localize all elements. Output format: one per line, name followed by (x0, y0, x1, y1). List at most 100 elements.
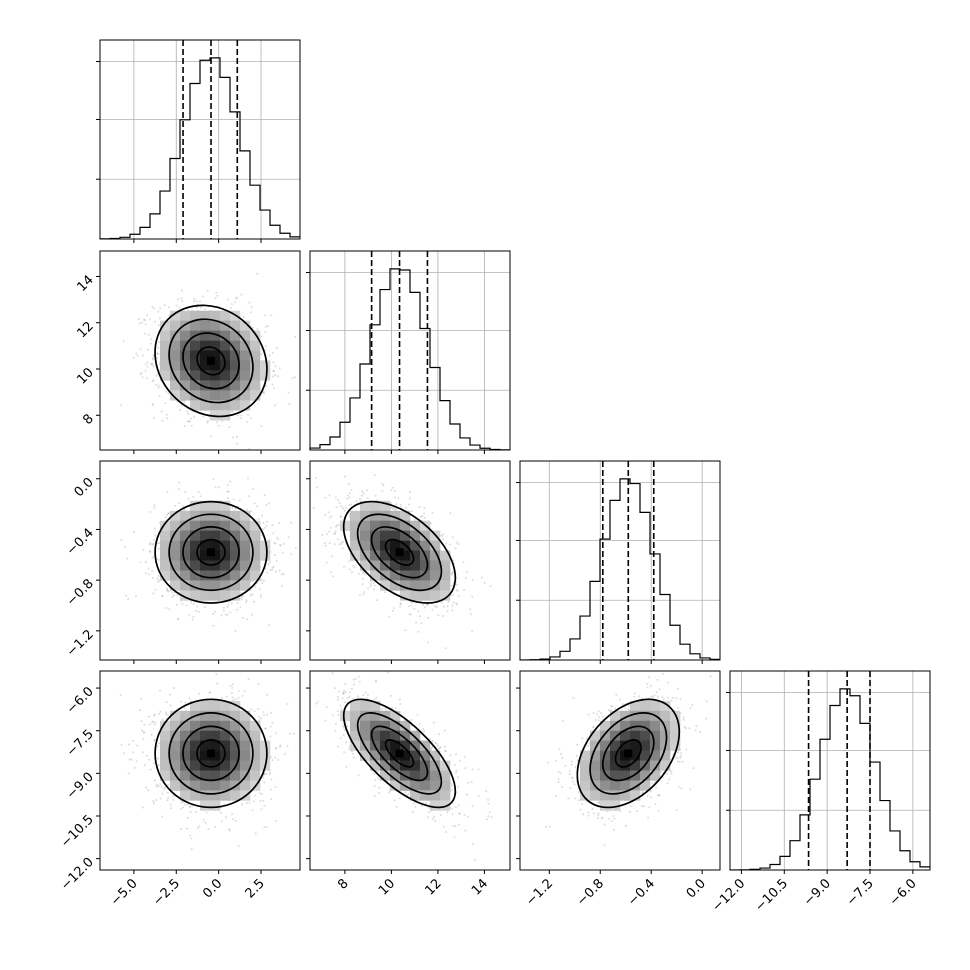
sample-point (222, 609, 225, 612)
sample-point (258, 588, 261, 591)
sample-point (431, 511, 434, 514)
sample-point (199, 495, 202, 498)
sample-point (290, 553, 293, 556)
sample-point (144, 561, 147, 564)
sample-point (167, 784, 170, 787)
sample-point (155, 799, 158, 802)
sample-point (152, 592, 155, 595)
sample-point (166, 413, 168, 416)
sample-point (267, 325, 270, 327)
sample-point (144, 323, 147, 326)
sample-point (174, 504, 176, 507)
sample-point (202, 295, 205, 298)
sample-point (394, 489, 397, 492)
sample-point (127, 598, 130, 600)
sample-point (266, 571, 269, 574)
sample-point (155, 356, 158, 359)
sample-point (182, 806, 185, 809)
sample-point (424, 606, 426, 609)
sample-point (274, 374, 277, 377)
sample-point (183, 425, 186, 428)
y-tick-label: 12 (75, 319, 97, 341)
y-tick-label: −0.4 (64, 526, 97, 559)
sample-point (408, 490, 411, 493)
sample-point (245, 601, 247, 604)
sample-point (151, 404, 154, 407)
sample-point (193, 416, 196, 418)
density-cell (260, 550, 271, 561)
sample-point (148, 550, 151, 553)
sample-point (154, 534, 157, 537)
sample-point (263, 392, 266, 395)
sample-point (187, 413, 190, 416)
sample-point (256, 272, 259, 275)
sample-point (212, 478, 215, 481)
sample-point (192, 495, 195, 498)
density-cell (250, 340, 261, 351)
sample-point (410, 601, 413, 604)
sample-point (147, 334, 150, 336)
density-cell (240, 370, 251, 381)
density-cell (200, 320, 211, 331)
sample-point (252, 488, 255, 491)
density-cell (420, 560, 431, 571)
sample-point (160, 410, 163, 413)
density-peak (395, 548, 404, 557)
sample-point (273, 542, 276, 544)
sample-point (193, 297, 196, 300)
density-peak (207, 356, 216, 365)
sample-point (410, 604, 413, 607)
sample-point (198, 825, 201, 828)
density-cell (250, 380, 261, 391)
sample-point (334, 496, 337, 499)
sample-point (238, 499, 241, 502)
sample-point (232, 498, 235, 501)
sample-point (173, 594, 175, 596)
sample-point (442, 615, 444, 617)
density-cell (420, 530, 431, 541)
sample-point (262, 391, 265, 394)
sample-point (192, 602, 195, 605)
sample-point (348, 504, 351, 507)
sample-point (181, 603, 184, 606)
y-tick-label: 8 (80, 412, 96, 428)
sample-point (227, 497, 230, 500)
density-cell (190, 370, 201, 381)
sample-point (455, 602, 458, 604)
y-tick-label: −0.8 (64, 576, 97, 609)
sample-point (152, 365, 155, 368)
sample-point (156, 577, 159, 580)
sample-point (204, 821, 207, 824)
sample-point (151, 543, 154, 546)
sample-point (229, 684, 232, 687)
sample-point (397, 497, 400, 500)
density-cell (170, 390, 181, 401)
density-cell (240, 360, 251, 371)
sample-point (139, 561, 142, 564)
sample-point (338, 502, 341, 505)
density-cell (230, 320, 241, 331)
sample-point (247, 477, 249, 480)
sample-point (294, 546, 297, 549)
sample-point (235, 297, 238, 300)
sample-point (278, 569, 281, 572)
sample-point (444, 647, 447, 650)
sample-point (471, 579, 474, 582)
sample-point (195, 605, 198, 608)
density-cell (340, 520, 351, 531)
sample-point (266, 520, 269, 523)
sample-point (143, 764, 146, 767)
sample-point (337, 499, 340, 502)
density-cell (210, 370, 221, 381)
sample-point (334, 530, 337, 533)
histogram-step-line (99, 57, 300, 240)
sample-point (276, 375, 279, 378)
sample-point (457, 594, 460, 597)
sample-point (370, 583, 373, 586)
sample-point (193, 300, 195, 303)
sample-point (149, 542, 152, 545)
density-cell (350, 510, 361, 522)
sample-point (423, 512, 426, 515)
sample-point (328, 494, 331, 497)
sample-point (159, 307, 162, 310)
